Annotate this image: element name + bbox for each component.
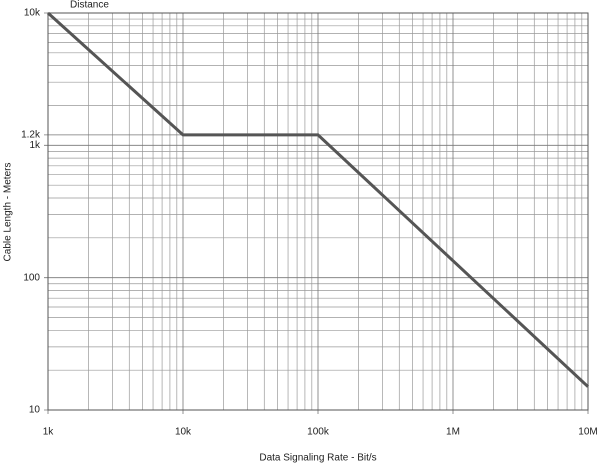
x-tick-label: 10k (175, 427, 192, 438)
x-tick-label: 10M (578, 427, 597, 438)
y-axis-label: Cable Length - Meters (3, 163, 14, 262)
x-tick-label: 1k (43, 427, 55, 438)
y-tick-label: 10k (24, 8, 41, 19)
x-axis-label: Data Signaling Rate - Bit/s (259, 453, 376, 464)
x-tick-label: 1M (446, 427, 460, 438)
data-line (46, 11, 590, 388)
y-tick-label: 1.2k (21, 129, 41, 140)
y-tick-label: 10 (29, 405, 41, 416)
x-tick-label: 100k (307, 427, 330, 438)
y-tick-label: 1k (29, 140, 41, 151)
legend-label: Distance (70, 0, 109, 11)
plot-frame (47, 12, 589, 411)
y-tick-label: 100 (23, 272, 40, 283)
